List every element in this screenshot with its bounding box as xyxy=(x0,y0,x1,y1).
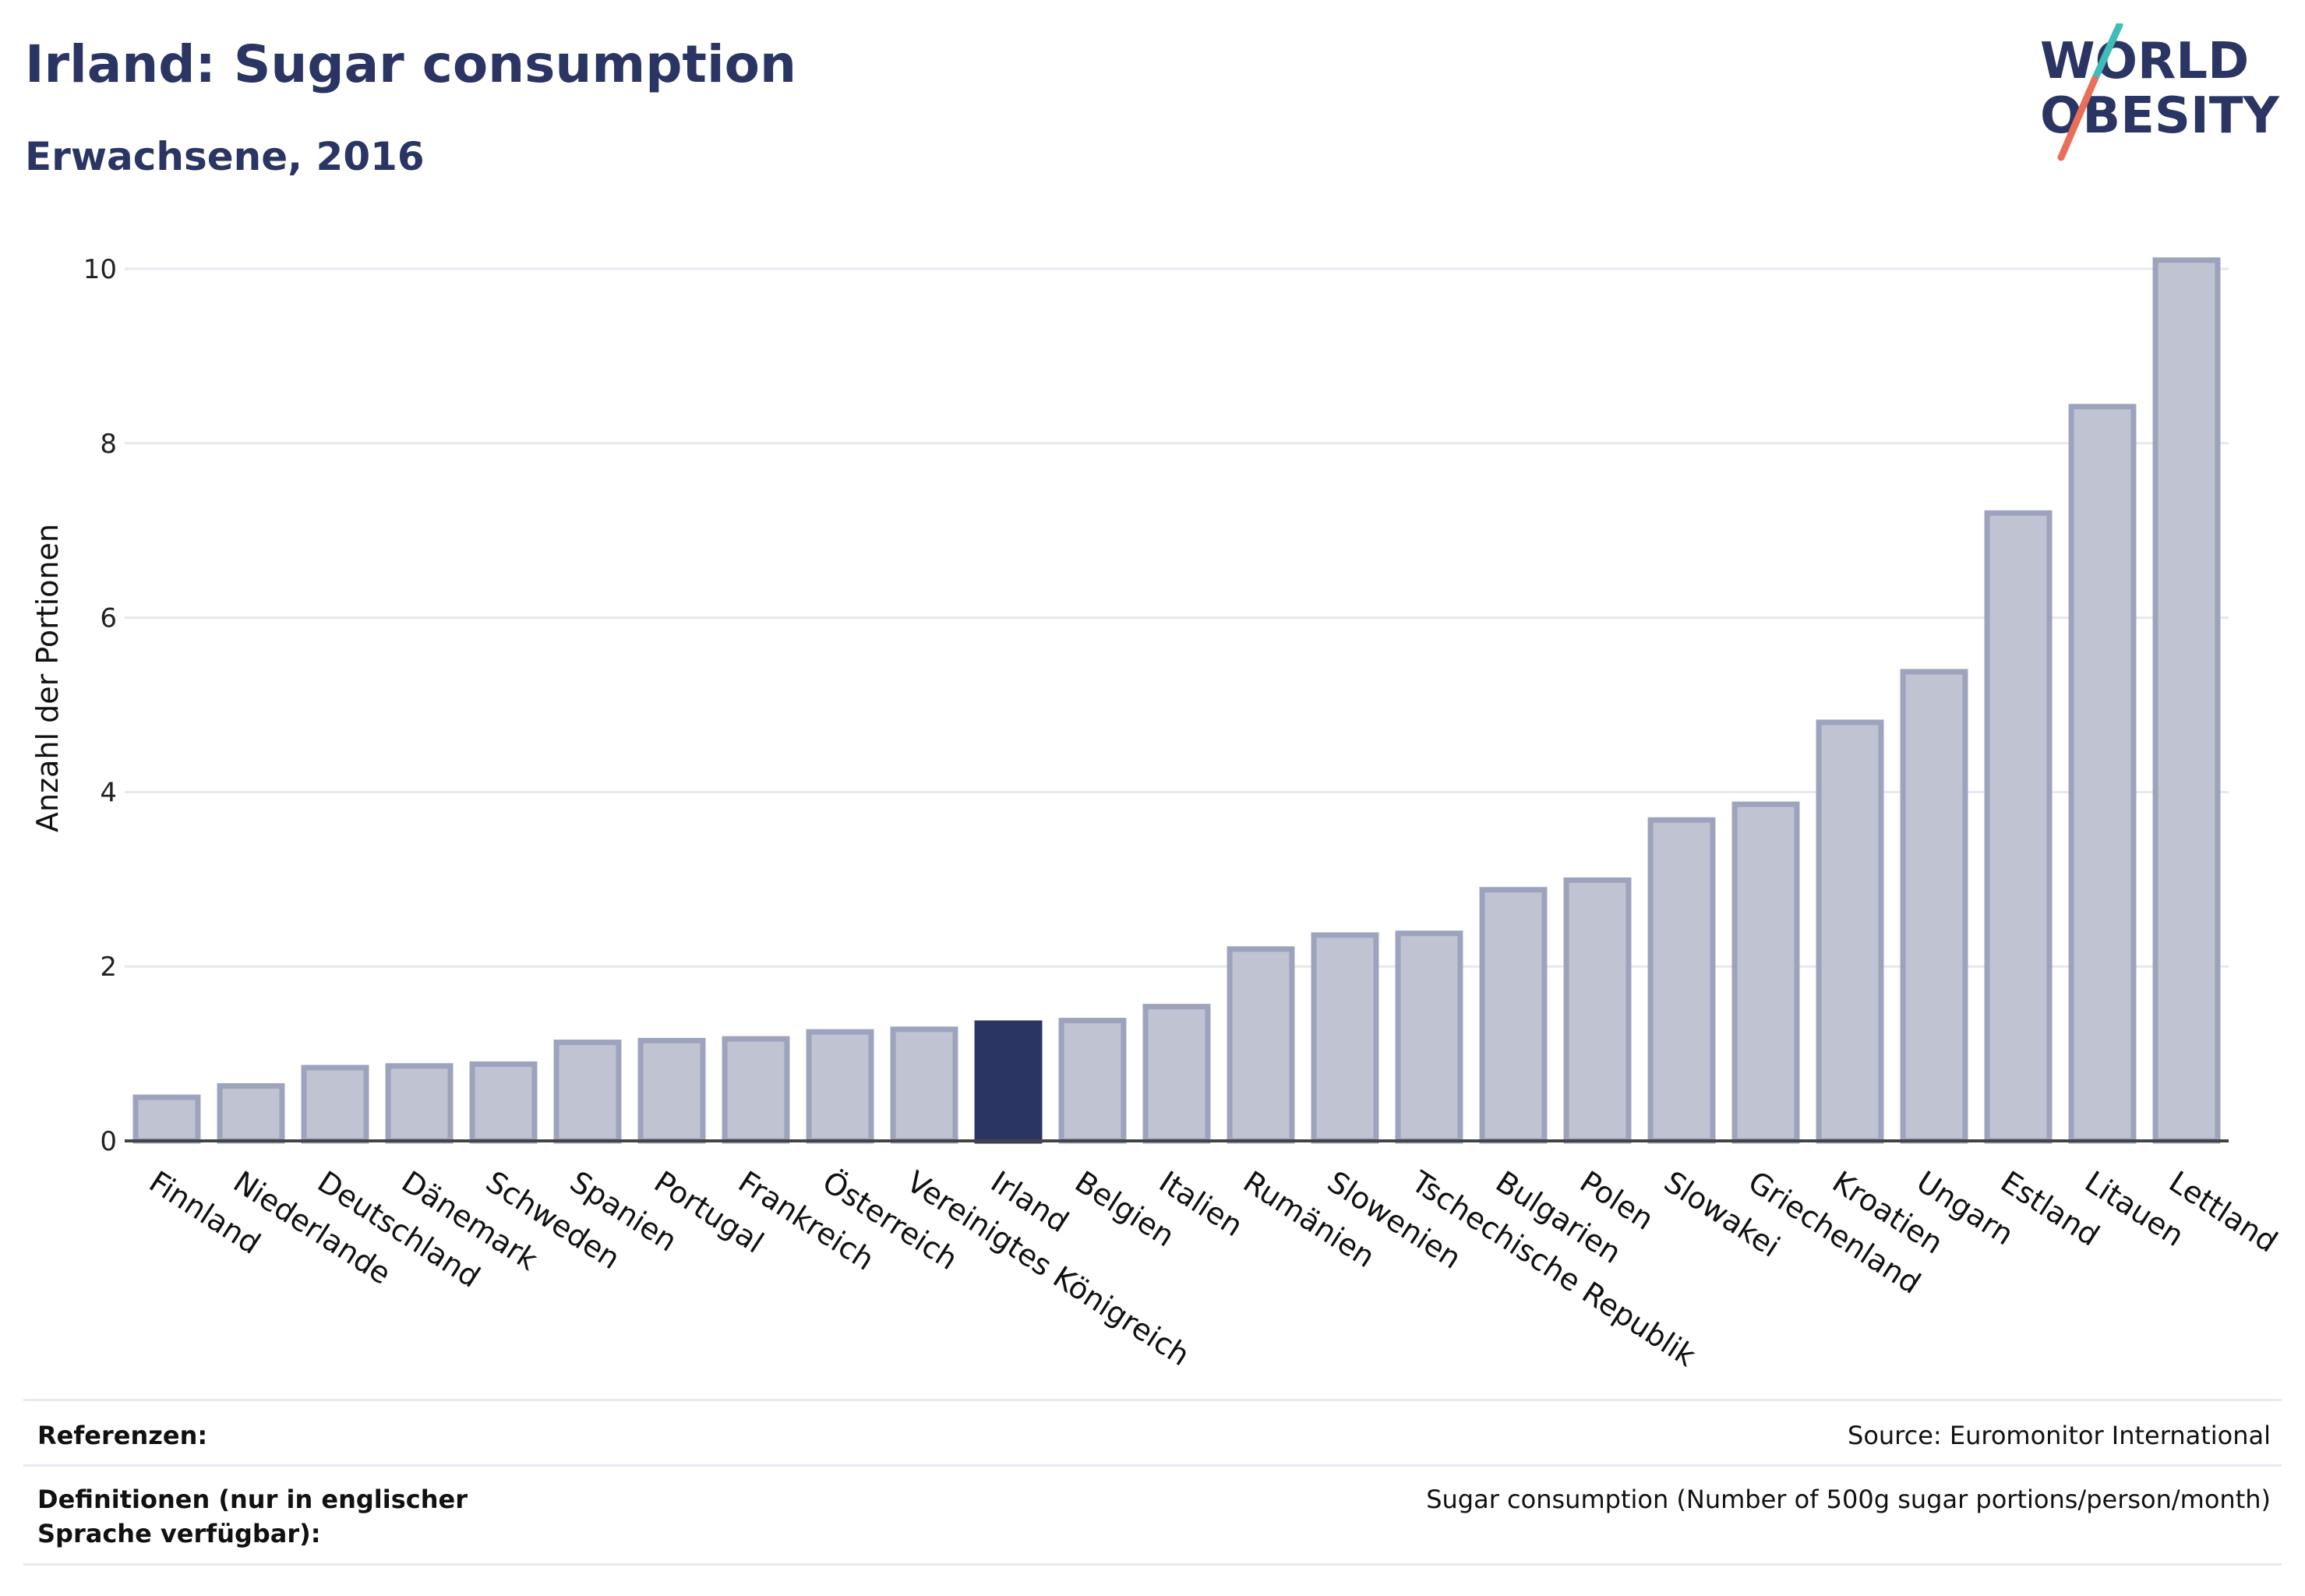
bar-polen xyxy=(1563,877,1632,1144)
y-tick-label: 4 xyxy=(100,777,117,808)
bar-griechenland xyxy=(1731,801,1800,1144)
bar-lettland xyxy=(2152,257,2221,1144)
bar-belgien xyxy=(1058,1018,1127,1144)
bar-ungarn xyxy=(1900,669,1968,1144)
y-tick-label: 6 xyxy=(100,603,117,634)
y-tick-label: 0 xyxy=(100,1126,117,1157)
bar-kroatien xyxy=(1816,719,1884,1144)
definitions-label: Definitionen (nur in englischer Sprache … xyxy=(37,1485,468,1548)
bar-dänemark xyxy=(385,1063,454,1144)
bar-spanien xyxy=(553,1040,622,1144)
axes: 0 2 4 6 8 10 xyxy=(83,254,2229,1157)
definitions-value: Sugar consumption (Number of 500g sugar … xyxy=(1426,1485,2271,1514)
y-tick-label: 2 xyxy=(100,952,117,983)
chart-title: Irland: Sugar consumption xyxy=(25,34,796,94)
bar-bulgarien xyxy=(1479,887,1548,1144)
bar-schweden xyxy=(469,1061,538,1144)
bar-litauen xyxy=(2068,404,2137,1144)
y-tick-label: 8 xyxy=(100,429,117,460)
bar-rumänien xyxy=(1227,946,1295,1144)
world-obesity-logo: WORLD OBESITY xyxy=(2040,23,2279,161)
references-value: Source: Euromonitor International xyxy=(1848,1421,2271,1450)
logo-slash-teal xyxy=(2091,23,2123,83)
y-axis-label: Anzahl der Portionen xyxy=(30,524,65,832)
bar-tschechische-republik xyxy=(1395,930,1463,1144)
chart-subtitle: Erwachsene, 2016 xyxy=(25,134,425,179)
bar-italien xyxy=(1142,1004,1211,1144)
bar-vereinigtes-königreich xyxy=(890,1026,958,1144)
x-tick-label: Lettland xyxy=(2163,1164,2284,1259)
y-tick-label: 10 xyxy=(83,254,117,285)
references-label: Referenzen: xyxy=(37,1421,208,1450)
references-row: Referenzen: Source: Euromonitor Internat… xyxy=(23,1399,2282,1467)
bar-estland xyxy=(1984,510,2053,1144)
footer: Referenzen: Source: Euromonitor Internat… xyxy=(23,1399,2282,1566)
bar-irland xyxy=(974,1020,1043,1144)
bar-slowakei xyxy=(1647,817,1716,1144)
definitions-row: Definitionen (nur in englischer Sprache … xyxy=(23,1464,2282,1566)
bar-österreich xyxy=(806,1029,874,1144)
bar-portugal xyxy=(637,1037,706,1144)
bar-finnland xyxy=(132,1094,201,1144)
bars xyxy=(132,257,2221,1144)
logo-slash-coral xyxy=(2057,76,2099,161)
bar-frankreich xyxy=(722,1036,790,1144)
category-labels: FinnlandNiederlandeDeutschlandDänemarkSc… xyxy=(143,1164,2284,1372)
logo-line-1: WORLD xyxy=(2040,33,2249,90)
bar-slowenien xyxy=(1311,932,1379,1144)
bar-niederlande xyxy=(217,1083,285,1144)
bar-deutschland xyxy=(301,1065,369,1144)
bar-chart: 0 2 4 6 8 10 FinnlandNiederlandeDeutschlandDä… xyxy=(30,254,2284,1372)
